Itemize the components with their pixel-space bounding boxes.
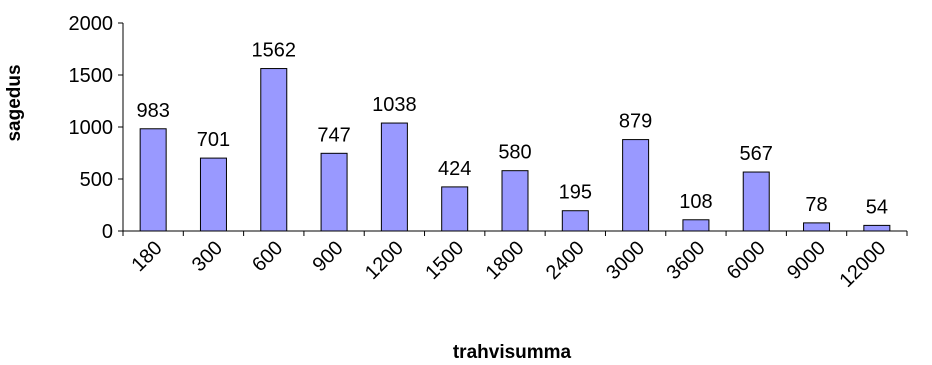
x-tick-label: 6000 xyxy=(723,237,770,284)
x-tick-label: 9000 xyxy=(783,237,830,284)
bar xyxy=(320,152,348,232)
bar xyxy=(501,170,529,232)
data-label: 78 xyxy=(805,194,827,216)
data-label: 567 xyxy=(740,143,773,165)
bar xyxy=(260,68,288,232)
data-label: 1038 xyxy=(372,94,417,116)
data-label: 195 xyxy=(559,182,592,204)
data-label: 879 xyxy=(619,111,652,133)
y-tick-label: 2000 xyxy=(69,13,114,35)
x-tick-label: 600 xyxy=(248,237,287,276)
x-tick-label: 900 xyxy=(308,237,347,276)
data-label: 580 xyxy=(498,142,531,164)
bar xyxy=(139,128,167,232)
data-label: 54 xyxy=(866,196,888,218)
x-tick-label: 3600 xyxy=(662,237,709,284)
plot-area: 0 500 1000 1500 2000 983 180 701 300 1562 600 747 90… xyxy=(69,13,908,292)
bar xyxy=(803,222,831,232)
data-label: 701 xyxy=(197,129,230,151)
x-tick-label: 300 xyxy=(188,237,227,276)
data-label: 424 xyxy=(438,158,471,180)
x-axis-title: trahvisumma xyxy=(453,342,572,363)
y-tick-label: 1500 xyxy=(69,65,114,87)
x-tick-label: 1200 xyxy=(361,237,408,284)
data-label: 1562 xyxy=(252,40,297,62)
y-tick-label: 500 xyxy=(80,169,113,191)
bar xyxy=(622,139,650,232)
y-tick-label: 1000 xyxy=(69,117,114,139)
bar xyxy=(742,171,770,232)
x-tick-label: 12000 xyxy=(835,237,890,292)
bar xyxy=(682,219,710,232)
y-tick-label: 0 xyxy=(102,221,113,243)
x-tick-label: 1500 xyxy=(421,237,468,284)
y-axis-title: sagedus xyxy=(4,64,25,141)
data-label: 108 xyxy=(679,191,712,213)
x-tick-label: 3000 xyxy=(602,237,649,284)
bar xyxy=(199,157,227,232)
x-tick-label: 1800 xyxy=(482,237,529,284)
bar xyxy=(561,210,589,232)
bar xyxy=(863,224,891,232)
x-tick-label: 2400 xyxy=(542,237,589,284)
bar xyxy=(380,122,408,232)
bar xyxy=(441,186,469,232)
data-label: 983 xyxy=(136,100,169,122)
data-label: 747 xyxy=(317,124,350,146)
x-tick-label: 180 xyxy=(128,237,167,276)
